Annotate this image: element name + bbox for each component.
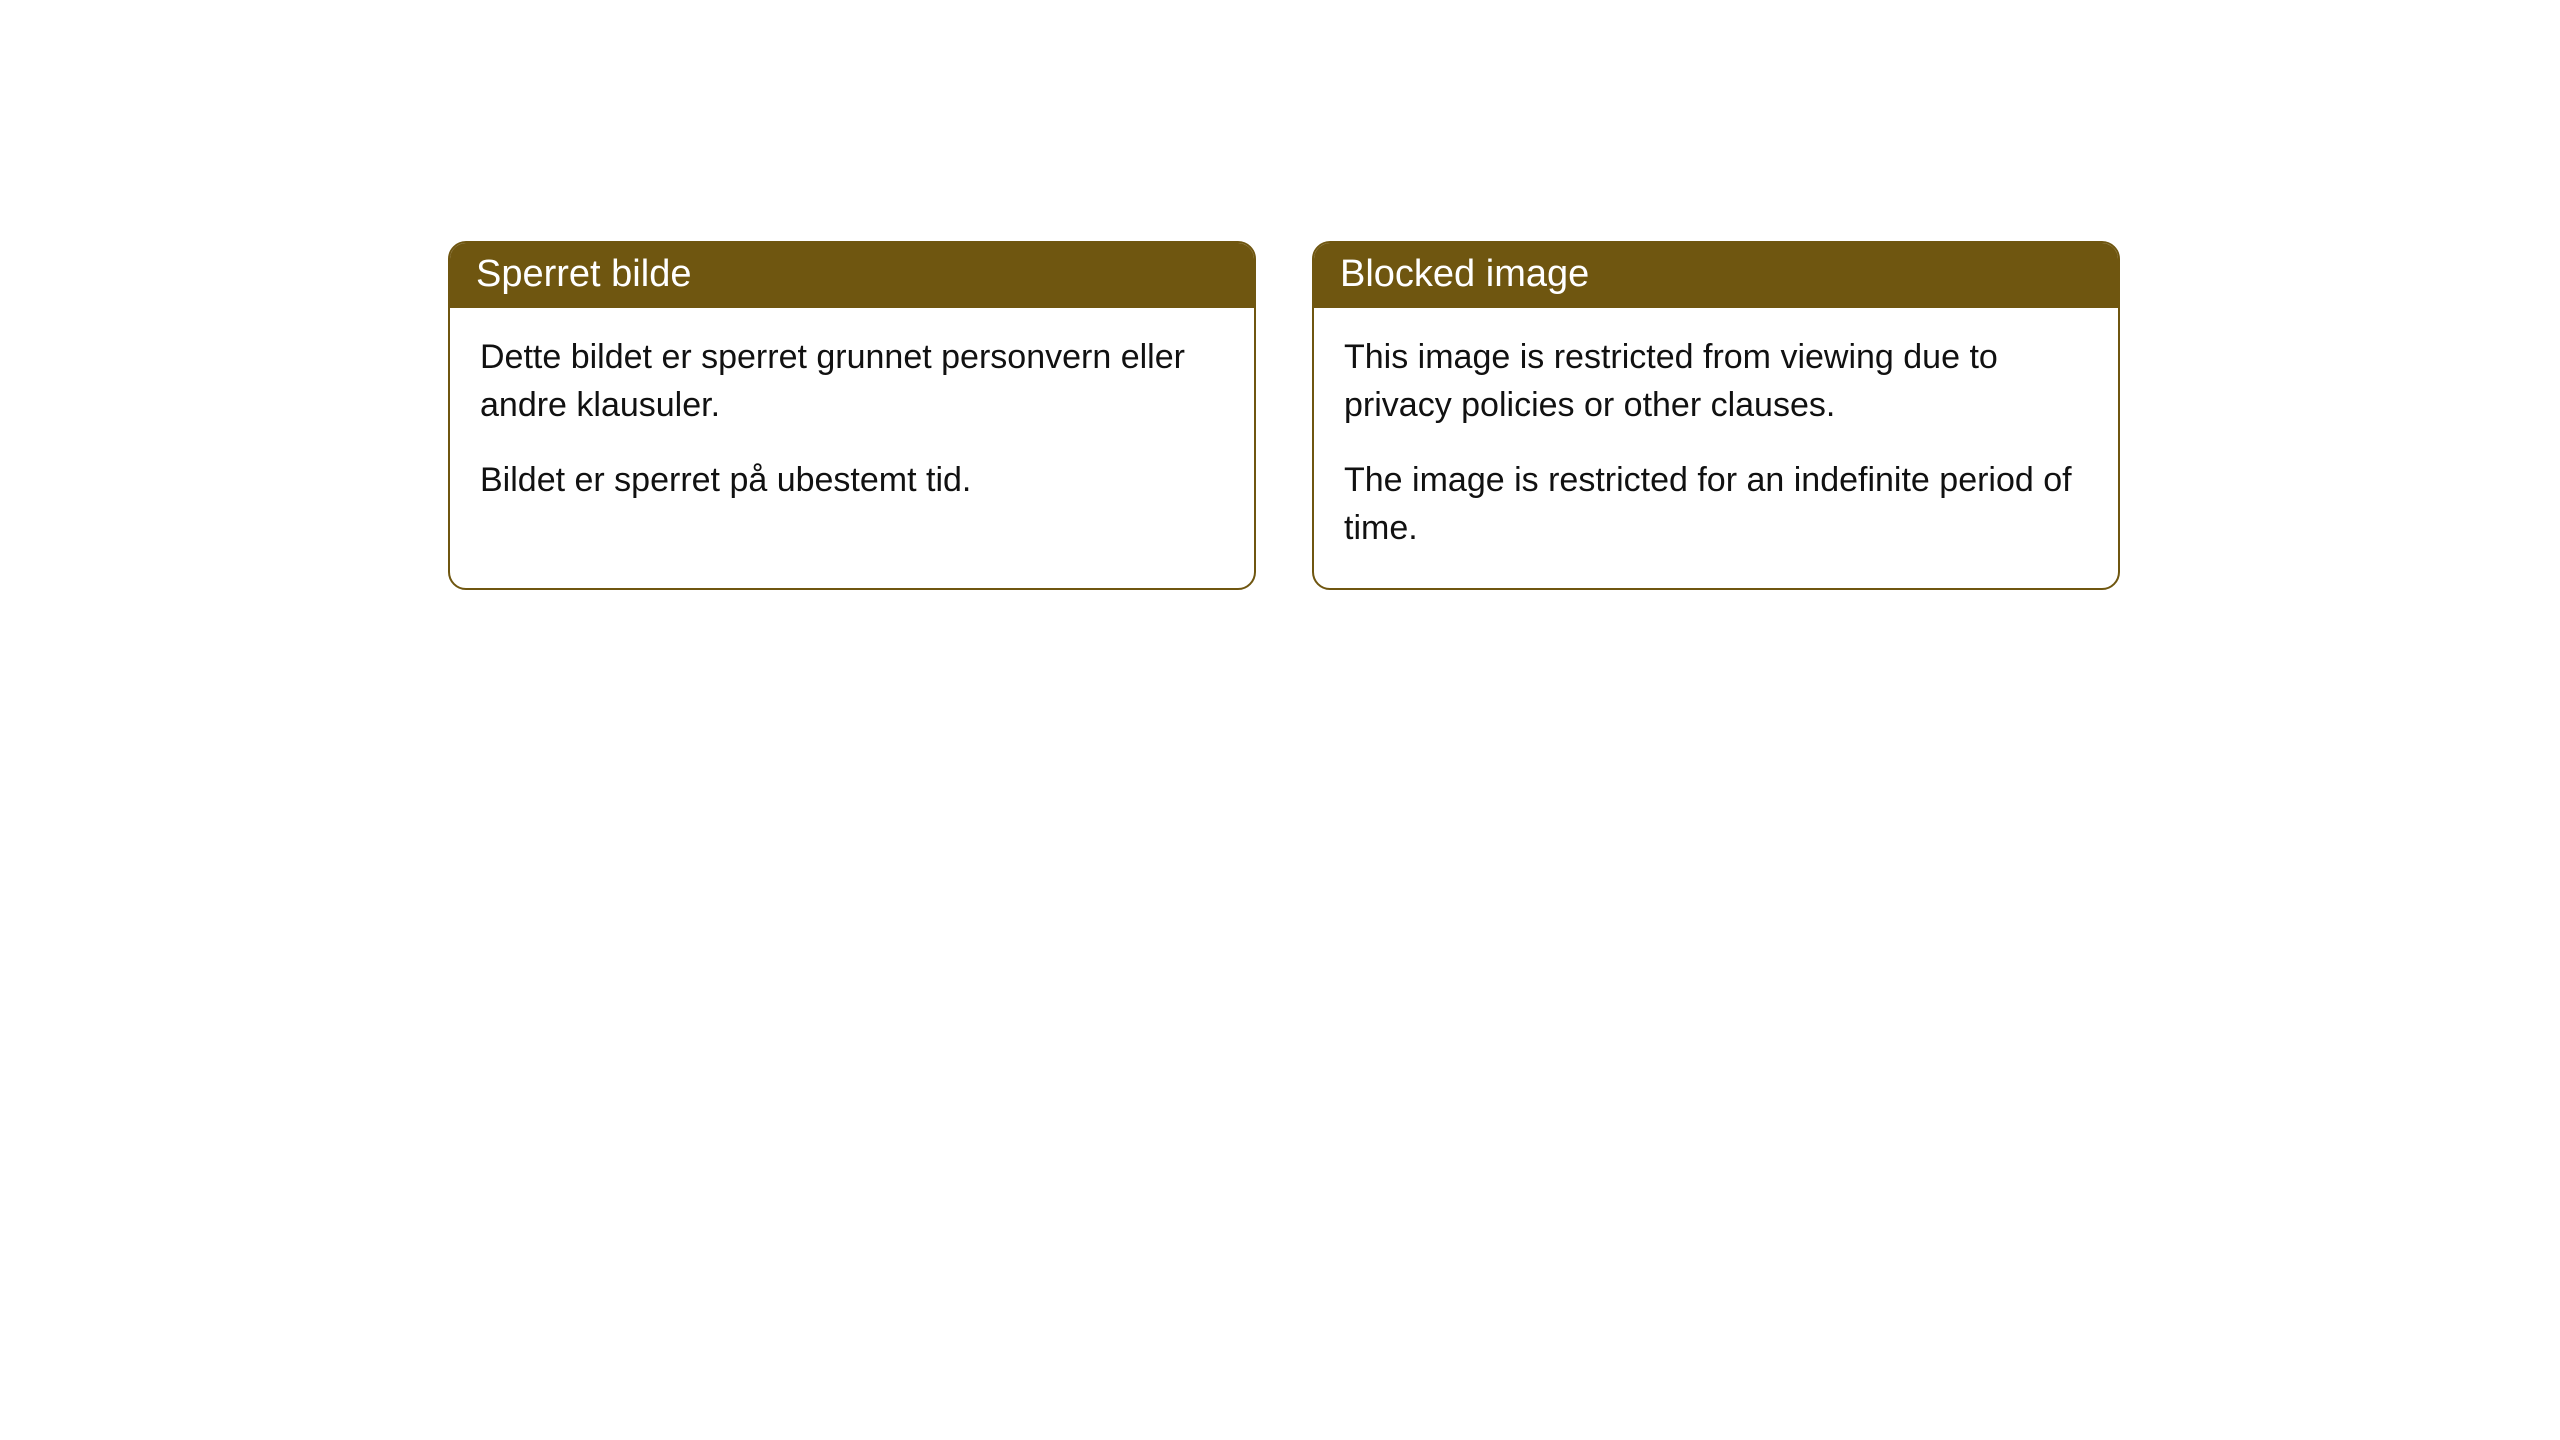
notice-cards-container: Sperret bilde Dette bildet er sperret gr… <box>0 0 2560 590</box>
card-header: Blocked image <box>1314 243 2118 308</box>
card-paragraph: Dette bildet er sperret grunnet personve… <box>480 334 1224 429</box>
card-title: Blocked image <box>1340 253 1589 295</box>
card-body: This image is restricted from viewing du… <box>1314 308 2118 588</box>
blocked-image-card-no: Sperret bilde Dette bildet er sperret gr… <box>448 241 1256 590</box>
blocked-image-card-en: Blocked image This image is restricted f… <box>1312 241 2120 590</box>
card-title: Sperret bilde <box>476 253 691 295</box>
card-paragraph: Bildet er sperret på ubestemt tid. <box>480 457 1224 505</box>
card-paragraph: The image is restricted for an indefinit… <box>1344 457 2088 552</box>
card-body: Dette bildet er sperret grunnet personve… <box>450 308 1254 541</box>
card-header: Sperret bilde <box>450 243 1254 308</box>
card-paragraph: This image is restricted from viewing du… <box>1344 334 2088 429</box>
